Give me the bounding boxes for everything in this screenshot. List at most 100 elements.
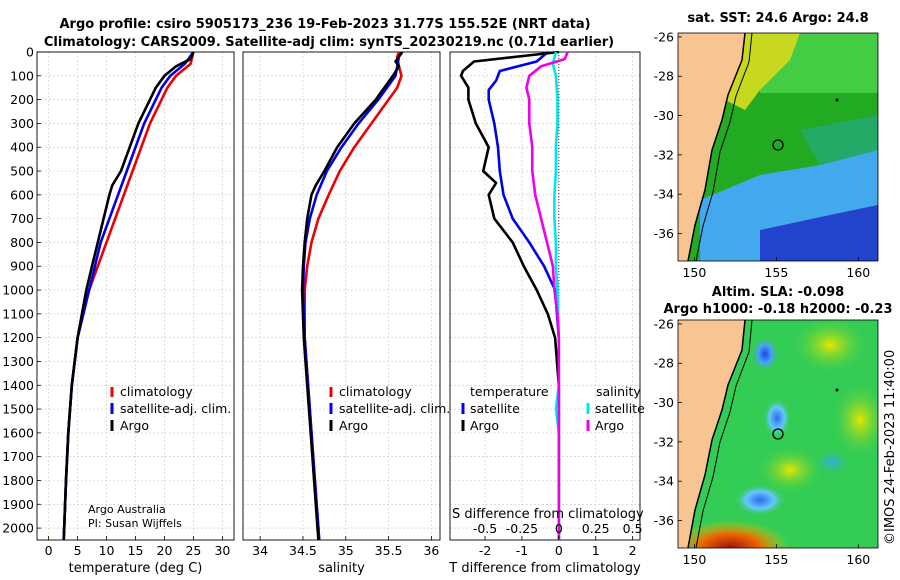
sla-warm-core <box>678 520 790 548</box>
x-tick-label: 2 <box>629 543 637 558</box>
map-x-tick-label: 160 <box>846 552 870 567</box>
credit-line-1: Argo Australia <box>88 503 166 516</box>
sla-map-title-2: Argo h1000: -0.18 h2000: -0.23 <box>663 302 892 317</box>
sst-land <box>678 33 745 261</box>
map-x-tick-label: 150 <box>682 552 706 567</box>
series-line-temp-satellite <box>487 51 561 540</box>
sla-eddy-4 <box>734 484 786 516</box>
sla-map-axes: 150 155 160 -26 -28 -30 -32 -34 -36 <box>654 316 871 567</box>
map-y-tick-label: -34 <box>654 187 674 202</box>
series-line-argo <box>300 51 404 541</box>
sla-island <box>835 388 839 392</box>
difference-panel: -2 -1 0 1 2 T difference from climatology S di… <box>448 50 644 576</box>
y-tick-label: 400 <box>10 140 34 155</box>
map-y-tick-label: -28 <box>654 356 674 371</box>
y-tick-label: 1800 <box>2 473 34 488</box>
legend-difference-panel: temperature salinity satellite Argo sate… <box>461 384 645 433</box>
x-tick-label: 34.5 <box>289 543 317 558</box>
grid <box>450 51 640 540</box>
legend-label-salt-satellite: satellite <box>595 401 645 416</box>
x-axis-label: T difference from climatology <box>448 561 641 576</box>
x-tick-label: -2 <box>479 543 491 558</box>
y-tick-label: 1700 <box>2 449 34 464</box>
y-tick-label: 1900 <box>2 497 34 512</box>
sla-map <box>678 320 878 548</box>
map-y-tick-label: -28 <box>654 69 674 84</box>
legend-label-temp-argo: Argo <box>470 418 499 433</box>
x-tick-label: 25 <box>185 543 201 558</box>
x-tick-label: 0 <box>45 543 53 558</box>
secondary-x-axis-label: S difference from climatology <box>452 507 644 522</box>
sst-cold-water <box>760 205 878 261</box>
sla-high-2 <box>830 380 878 460</box>
y-tick-label: 900 <box>10 259 34 274</box>
y-tick-label: 700 <box>10 211 34 226</box>
x-axis-label: salinity <box>318 561 365 576</box>
secondary-x-tick-label: -0.5 <box>473 521 497 536</box>
legend-salinity-panel: climatology satellite-adj. clim. Argo <box>329 384 450 433</box>
legend-label-satellite: satellite-adj. clim. <box>339 401 450 416</box>
map-y-tick-label: -30 <box>654 395 674 410</box>
y-tick-label: 800 <box>10 235 34 250</box>
series-line-argo <box>62 51 195 541</box>
sla-high-3 <box>755 445 825 495</box>
legend-label-climatology: climatology <box>120 384 193 399</box>
title-line-2: Climatology: CARS2009. Satellite-adj cli… <box>44 35 614 50</box>
y-tick-label: 600 <box>10 187 34 202</box>
sla-map-frame <box>677 319 879 549</box>
map-y-tick-label: -32 <box>654 434 674 449</box>
map-x-tick-label: 150 <box>682 265 706 280</box>
grid <box>243 51 440 540</box>
sla-eddy-2 <box>763 398 791 438</box>
sla-high-1 <box>790 320 870 375</box>
credit-line-2: PI: Susan Wijffels <box>88 517 182 530</box>
temperature-panel: 0 5 10 15 20 25 30 temperature (deg C) 0 100 200 30… <box>2 45 235 576</box>
sla-map-title-1: Altim. SLA: -0.098 <box>712 285 844 300</box>
legend-label-temp-satellite: satellite <box>470 401 520 416</box>
legend-temperature-panel: climatology satellite-adj. clim. Argo <box>110 384 231 433</box>
y-tick-label: 100 <box>10 68 34 83</box>
x-tick-label: 0 <box>555 543 563 558</box>
sst-island <box>835 98 839 102</box>
sla-land <box>678 320 745 548</box>
secondary-x-tick-label: 0.5 <box>623 521 643 536</box>
legend-label-argo: Argo <box>120 418 149 433</box>
x-tick-label: 35 <box>338 543 354 558</box>
sla-shelf-contour <box>695 320 753 548</box>
sst-coastline <box>687 33 746 261</box>
y-tick-label: 200 <box>10 92 34 107</box>
map-x-tick-label: 160 <box>846 265 870 280</box>
sst-map <box>678 33 878 261</box>
legend-title-salinity: salinity <box>596 384 641 399</box>
map-y-tick-label: -34 <box>654 474 674 489</box>
x-axis-label: temperature (deg C) <box>69 561 203 576</box>
y-tick-label: 2000 <box>2 521 34 536</box>
map-x-tick-label: 155 <box>764 552 788 567</box>
sla-argo-marker <box>772 428 784 440</box>
sst-map-title: sat. SST: 24.6 Argo: 24.8 <box>687 11 868 26</box>
y-tick-label: 500 <box>10 164 34 179</box>
legend-label-climatology: climatology <box>339 384 412 399</box>
y-tick-label: 1300 <box>2 354 34 369</box>
sst-mid-water <box>800 115 878 165</box>
series-line-salt-argo <box>525 51 569 540</box>
series-line-satellite-adj-clim <box>62 51 195 541</box>
y-tick-label: 1400 <box>2 378 34 393</box>
x-tick-label: 35.5 <box>375 543 403 558</box>
x-tick-label: -1 <box>516 543 528 558</box>
series-line-temp-argo <box>459 50 561 540</box>
x-tick-label: 20 <box>157 543 173 558</box>
x-tick-label: 34 <box>252 543 268 558</box>
y-tick-label: 1500 <box>2 402 34 417</box>
map-y-tick-label: -30 <box>654 108 674 123</box>
series-line-climatology <box>62 51 195 541</box>
y-tick-label: 300 <box>10 116 34 131</box>
plot-frame <box>242 51 441 541</box>
map-y-tick-label: -26 <box>654 316 674 331</box>
legend-label-salt-argo: Argo <box>595 418 624 433</box>
secondary-x-tick-label: 0 <box>555 521 563 536</box>
sst-shelf-contour <box>695 33 753 261</box>
x-tick-label: 30 <box>214 543 230 558</box>
map-x-tick-label: 155 <box>764 265 788 280</box>
